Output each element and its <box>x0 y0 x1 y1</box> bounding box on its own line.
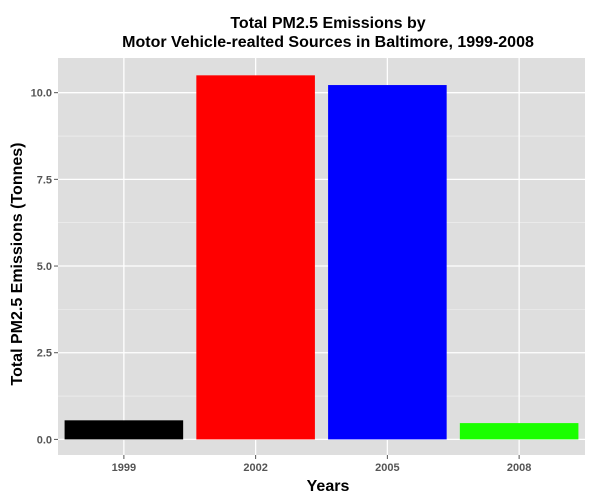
y-tick-label: 5.0 <box>37 261 52 273</box>
x-tick-label: 2008 <box>507 462 531 474</box>
x-axis-title: Years <box>307 478 350 495</box>
y-tick-label: 0.0 <box>37 434 52 446</box>
y-tick-label: 7.5 <box>37 174 52 186</box>
bar-2008 <box>459 423 579 440</box>
bar-1999 <box>64 420 184 440</box>
y-tick-label: 2.5 <box>37 348 52 360</box>
y-axis-ticks: 0.0 2.5 5.0 7.5 10.0 <box>31 88 58 446</box>
bar-2005 <box>328 85 447 440</box>
bars <box>64 75 579 440</box>
plot-panel <box>58 58 585 455</box>
chart-subtitle: Motor Vehicle-realted Sources in Baltimo… <box>122 34 534 51</box>
x-tick-label: 2002 <box>243 462 267 474</box>
chart-title: Total PM2.5 Emissions by <box>230 15 425 32</box>
x-axis-ticks: 1999 2002 2005 2008 <box>112 455 531 474</box>
y-tick-label: 10.0 <box>31 88 52 100</box>
x-tick-label: 2005 <box>375 462 399 474</box>
y-axis-title: Total PM2.5 Emissions (Tonnes) <box>9 143 26 386</box>
minor-gridlines <box>58 135 585 397</box>
bar-2002 <box>196 75 315 440</box>
x-tick-label: 1999 <box>112 462 136 474</box>
